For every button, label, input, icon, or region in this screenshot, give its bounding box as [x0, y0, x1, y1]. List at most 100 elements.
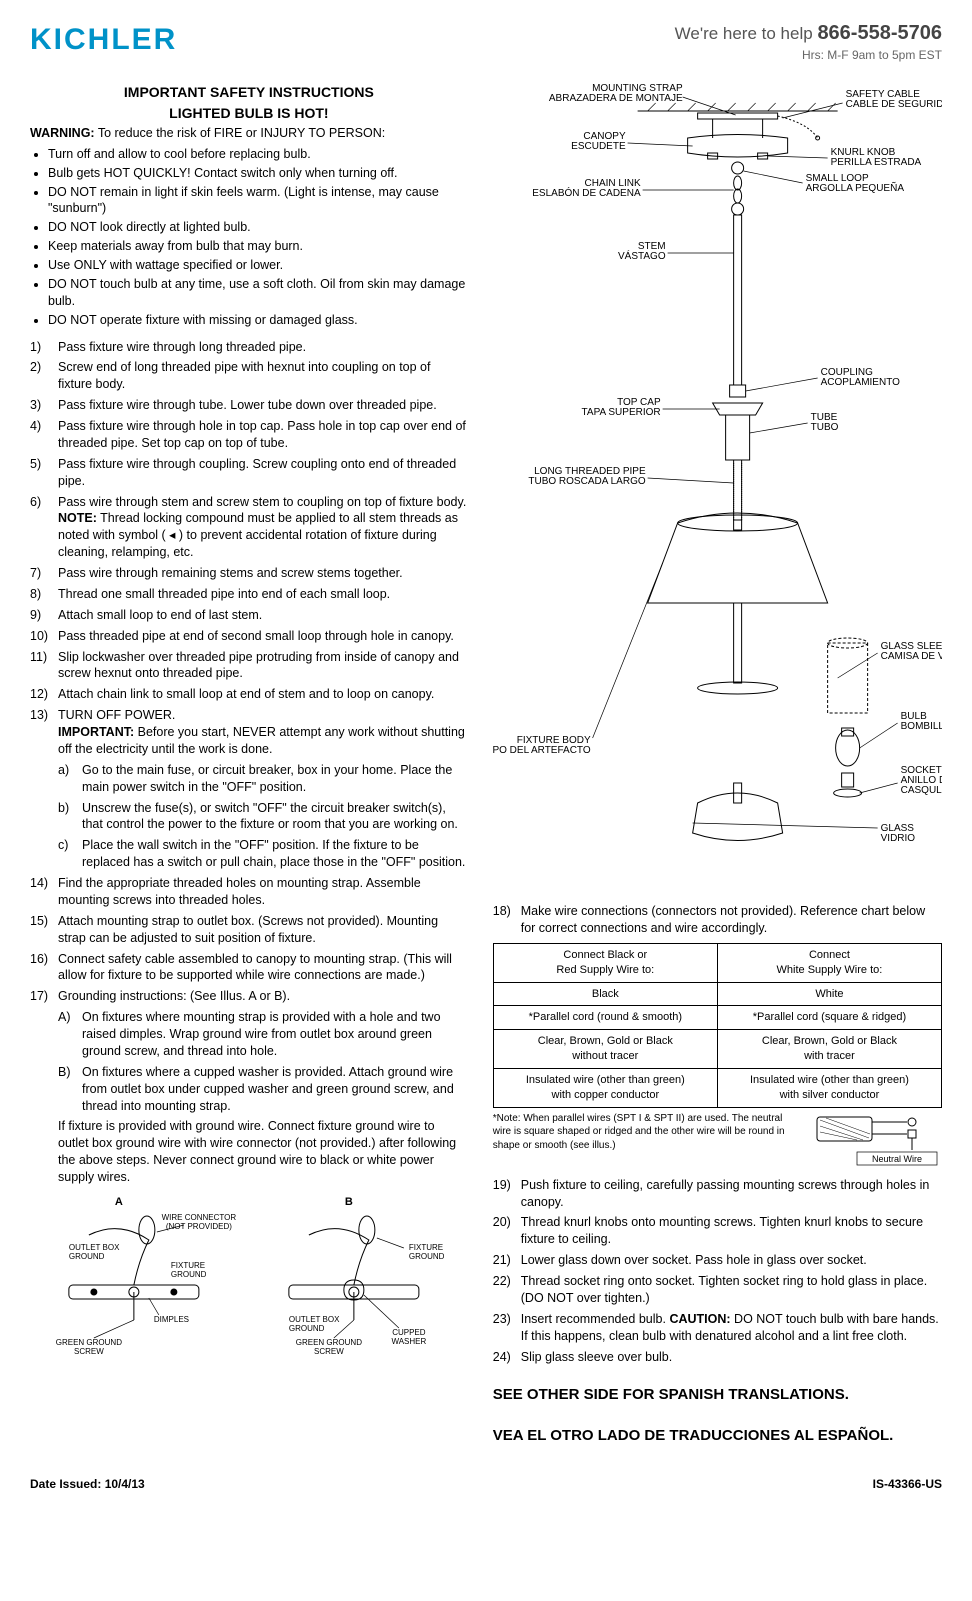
- safety-bullet: Bulb gets HOT QUICKLY! Contact switch on…: [48, 165, 468, 182]
- svg-text:ESCUDETE: ESCUDETE: [571, 141, 626, 152]
- svg-text:(NOT PROVIDED): (NOT PROVIDED): [166, 1222, 232, 1231]
- instruction-step: Slip lockwasher over threaded pipe protr…: [30, 649, 468, 683]
- svg-text:FIXTURE: FIXTURE: [171, 1261, 205, 1270]
- instruction-step: TURN OFF POWER.IMPORTANT: Before you sta…: [30, 707, 468, 871]
- svg-text:VÁSTAGO: VÁSTAGO: [618, 249, 666, 262]
- svg-text:ARGOLLA PEQUEÑA: ARGOLLA PEQUEÑA: [805, 181, 904, 194]
- table-cell: Clear, Brown, Gold or Blackwithout trace…: [493, 1030, 717, 1069]
- svg-text:WIRE CONNECTOR: WIRE CONNECTOR: [162, 1213, 237, 1222]
- wire-connection-table: Connect Black orRed Supply Wire to: Conn…: [493, 943, 942, 1108]
- table-row: BlackWhite: [493, 982, 941, 1006]
- instruction-substep: On fixtures where a cupped washer is pro…: [58, 1064, 468, 1115]
- svg-text:DIMPLES: DIMPLES: [154, 1315, 189, 1324]
- instruction-step: Lower glass down over socket. Pass hole …: [493, 1252, 942, 1269]
- svg-text:ACOPLAMIENTO: ACOPLAMIENTO: [820, 377, 899, 388]
- table-header-left: Connect Black orRed Supply Wire to:: [493, 943, 717, 982]
- warning-text: To reduce the risk of FIRE or INJURY TO …: [95, 126, 386, 140]
- date-issued: Date Issued: 10/4/13: [30, 1476, 145, 1492]
- svg-text:GROUND: GROUND: [171, 1270, 207, 1279]
- warning-label: WARNING:: [30, 126, 95, 140]
- svg-text:Neutral Wire: Neutral Wire: [872, 1154, 922, 1164]
- svg-text:SCREW: SCREW: [314, 1347, 344, 1356]
- instruction-step: Attach mounting strap to outlet box. (Sc…: [30, 913, 468, 947]
- svg-text:ESLABÓN DE CADENA: ESLABÓN DE CADENA: [532, 186, 641, 199]
- svg-text:TAPA SUPERIOR: TAPA SUPERIOR: [581, 407, 660, 418]
- table-row: *Parallel cord (round & smooth)*Parallel…: [493, 1006, 941, 1030]
- hours-text: Hrs: M-F 9am to 5pm EST: [675, 47, 942, 63]
- table-cell: *Parallel cord (square & ridged): [717, 1006, 941, 1030]
- svg-text:GROUND: GROUND: [289, 1324, 325, 1333]
- grounding-illustration: A B OUTLET BOX GROUND FIXTURE GROUND DIM…: [30, 1190, 468, 1380]
- translate-line-1: SEE OTHER SIDE FOR SPANISH TRANSLATIONS.: [493, 1385, 942, 1405]
- steps-right-18: Make wire connections (connectors not pr…: [493, 903, 942, 937]
- safety-bullet: Use ONLY with wattage specified or lower…: [48, 257, 468, 274]
- content-columns: IMPORTANT SAFETY INSTRUCTIONS LIGHTED BU…: [30, 83, 942, 1446]
- instruction-step: Connect safety cable assembled to canopy…: [30, 951, 468, 985]
- warning-line: WARNING: To reduce the risk of FIRE or I…: [30, 125, 468, 142]
- instruction-step: Attach small loop to end of last stem.: [30, 607, 468, 624]
- table-header-right: ConnectWhite Supply Wire to:: [717, 943, 941, 982]
- right-column: MOUNTING STRAP ABRAZADERA DE MONTAJE SAF…: [493, 83, 942, 1446]
- table-cell: Clear, Brown, Gold or Blackwith tracer: [717, 1030, 941, 1069]
- svg-text:ABRAZADERA DE MONTAJE: ABRAZADERA DE MONTAJE: [549, 93, 683, 104]
- brand-logo: KICHLER: [30, 20, 177, 61]
- instruction-step: Thread one small threaded pipe into end …: [30, 586, 468, 603]
- safety-title-1: IMPORTANT SAFETY INSTRUCTIONS: [30, 83, 468, 102]
- table-cell: White: [717, 982, 941, 1006]
- svg-text:WASHER: WASHER: [391, 1337, 426, 1346]
- svg-text:GROUND: GROUND: [69, 1252, 105, 1261]
- step-17-tail: If fixture is provided with ground wire.…: [58, 1118, 468, 1186]
- instruction-substep: On fixtures where mounting strap is prov…: [58, 1009, 468, 1060]
- instruction-step: Insert recommended bulb. CAUTION: DO NOT…: [493, 1311, 942, 1345]
- instruction-step: Pass fixture wire through coupling. Scre…: [30, 456, 468, 490]
- svg-text:GROUND: GROUND: [409, 1252, 445, 1261]
- instruction-substep: Place the wall switch in the "OFF" posit…: [58, 837, 468, 871]
- steps-right-rest: Push fixture to ceiling, carefully passi…: [493, 1177, 942, 1366]
- svg-text:TUBO: TUBO: [810, 422, 838, 433]
- instruction-step: Pass fixture wire through tube. Lower tu…: [30, 397, 468, 414]
- instruction-step: Push fixture to ceiling, carefully passi…: [493, 1177, 942, 1211]
- svg-text:GREEN GROUND: GREEN GROUND: [296, 1338, 362, 1347]
- svg-text:VIDRIO: VIDRIO: [880, 833, 915, 844]
- instruction-substep: Go to the main fuse, or circuit breaker,…: [58, 762, 468, 796]
- table-row: Clear, Brown, Gold or Blackwithout trace…: [493, 1030, 941, 1069]
- fixture-diagram: MOUNTING STRAP ABRAZADERA DE MONTAJE SAF…: [493, 83, 942, 903]
- label-a: A: [115, 1196, 123, 1208]
- svg-text:PERILLA ESTRADA: PERILLA ESTRADA: [830, 157, 921, 168]
- document-id: IS-43366-US: [873, 1476, 942, 1492]
- svg-text:OUTLET BOX: OUTLET BOX: [69, 1243, 120, 1252]
- step-18: Make wire connections (connectors not pr…: [493, 903, 942, 937]
- wire-note-row: *Note: When parallel wires (SPT I & SPT …: [493, 1112, 942, 1167]
- instruction-step: Attach chain link to small loop at end o…: [30, 686, 468, 703]
- help-contact: We're here to help 866-558-5706 Hrs: M-F…: [675, 20, 942, 63]
- svg-text:BOMBILLA: BOMBILLA: [900, 721, 942, 732]
- instruction-substep: Unscrew the fuse(s), or switch "OFF" the…: [58, 800, 468, 834]
- page-header: KICHLER We're here to help 866-558-5706 …: [30, 20, 942, 63]
- safety-title-2: LIGHTED BULB IS HOT!: [30, 104, 468, 123]
- safety-bullet: DO NOT touch bulb at any time, use a sof…: [48, 276, 468, 310]
- instruction-step: Grounding instructions: (See Illus. A or…: [30, 988, 468, 1186]
- svg-text:GREEN GROUND: GREEN GROUND: [56, 1338, 122, 1347]
- instruction-step: Thread knurl knobs onto mounting screws.…: [493, 1214, 942, 1248]
- instruction-step: Slip glass sleeve over bulb.: [493, 1349, 942, 1366]
- neutral-wire-illustration: Neutral Wire: [812, 1112, 942, 1167]
- svg-text:OUTLET BOX: OUTLET BOX: [289, 1315, 340, 1324]
- instruction-steps: Pass fixture wire through long threaded …: [30, 339, 468, 1186]
- svg-text:SCREW: SCREW: [74, 1347, 104, 1356]
- svg-text:CAMISA DE VIDRIO: CAMISA DE VIDRIO: [880, 651, 942, 662]
- instruction-step: Screw end of long threaded pipe with hex…: [30, 359, 468, 393]
- safety-bullet: DO NOT remain in light if skin feels war…: [48, 184, 468, 218]
- table-cell: Insulated wire (other than green)with si…: [717, 1069, 941, 1108]
- table-cell: Insulated wire (other than green)with co…: [493, 1069, 717, 1108]
- instruction-step: Pass fixture wire through hole in top ca…: [30, 418, 468, 452]
- page-footer: Date Issued: 10/4/13 IS-43366-US: [30, 1476, 942, 1492]
- wire-note-text: *Note: When parallel wires (SPT I & SPT …: [493, 1112, 802, 1153]
- svg-text:CASQULLO: CASQULLO: [900, 785, 942, 796]
- table-cell: *Parallel cord (round & smooth): [493, 1006, 717, 1030]
- translate-line-2: VEA EL OTRO LADO DE TRADUCCIONES AL ESPA…: [493, 1426, 942, 1446]
- svg-text:FIXTURE: FIXTURE: [409, 1243, 443, 1252]
- safety-bullet: DO NOT operate fixture with missing or d…: [48, 312, 468, 329]
- table-cell: Black: [493, 982, 717, 1006]
- svg-text:CABLE DE SEGURIDAD: CABLE DE SEGURIDAD: [845, 99, 942, 110]
- safety-bullets: Turn off and allow to cool before replac…: [30, 146, 468, 329]
